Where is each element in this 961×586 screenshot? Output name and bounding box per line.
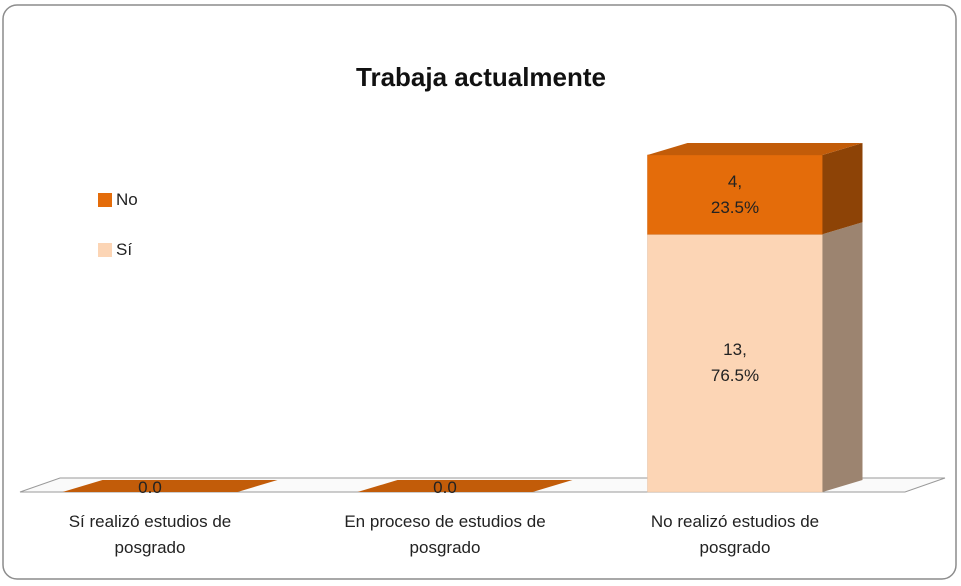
legend-label: No	[116, 190, 138, 209]
x-tick-label: Sí realizó estudios de posgrado	[68, 512, 232, 557]
data-label: 0.0	[433, 478, 457, 497]
bar-side	[822, 143, 863, 235]
bar-top	[647, 143, 863, 155]
bar-top	[357, 480, 573, 492]
bar-segment	[647, 234, 823, 493]
data-label: 0.0	[138, 478, 162, 497]
data-label: 4, 23.5%	[710, 171, 760, 217]
legend-swatch	[98, 243, 112, 257]
x-tick-label: En proceso de estudios de posgrado	[344, 512, 546, 557]
legend-swatch	[98, 193, 112, 207]
bar-side	[822, 222, 863, 492]
x-tick-label: No realizó estudios de posgrado	[650, 512, 820, 557]
data-label: 13, 76.5%	[710, 340, 760, 386]
chart-title: Trabaja actualmente	[356, 62, 606, 92]
legend-label: Sí	[116, 240, 133, 259]
bar-top	[62, 480, 278, 492]
